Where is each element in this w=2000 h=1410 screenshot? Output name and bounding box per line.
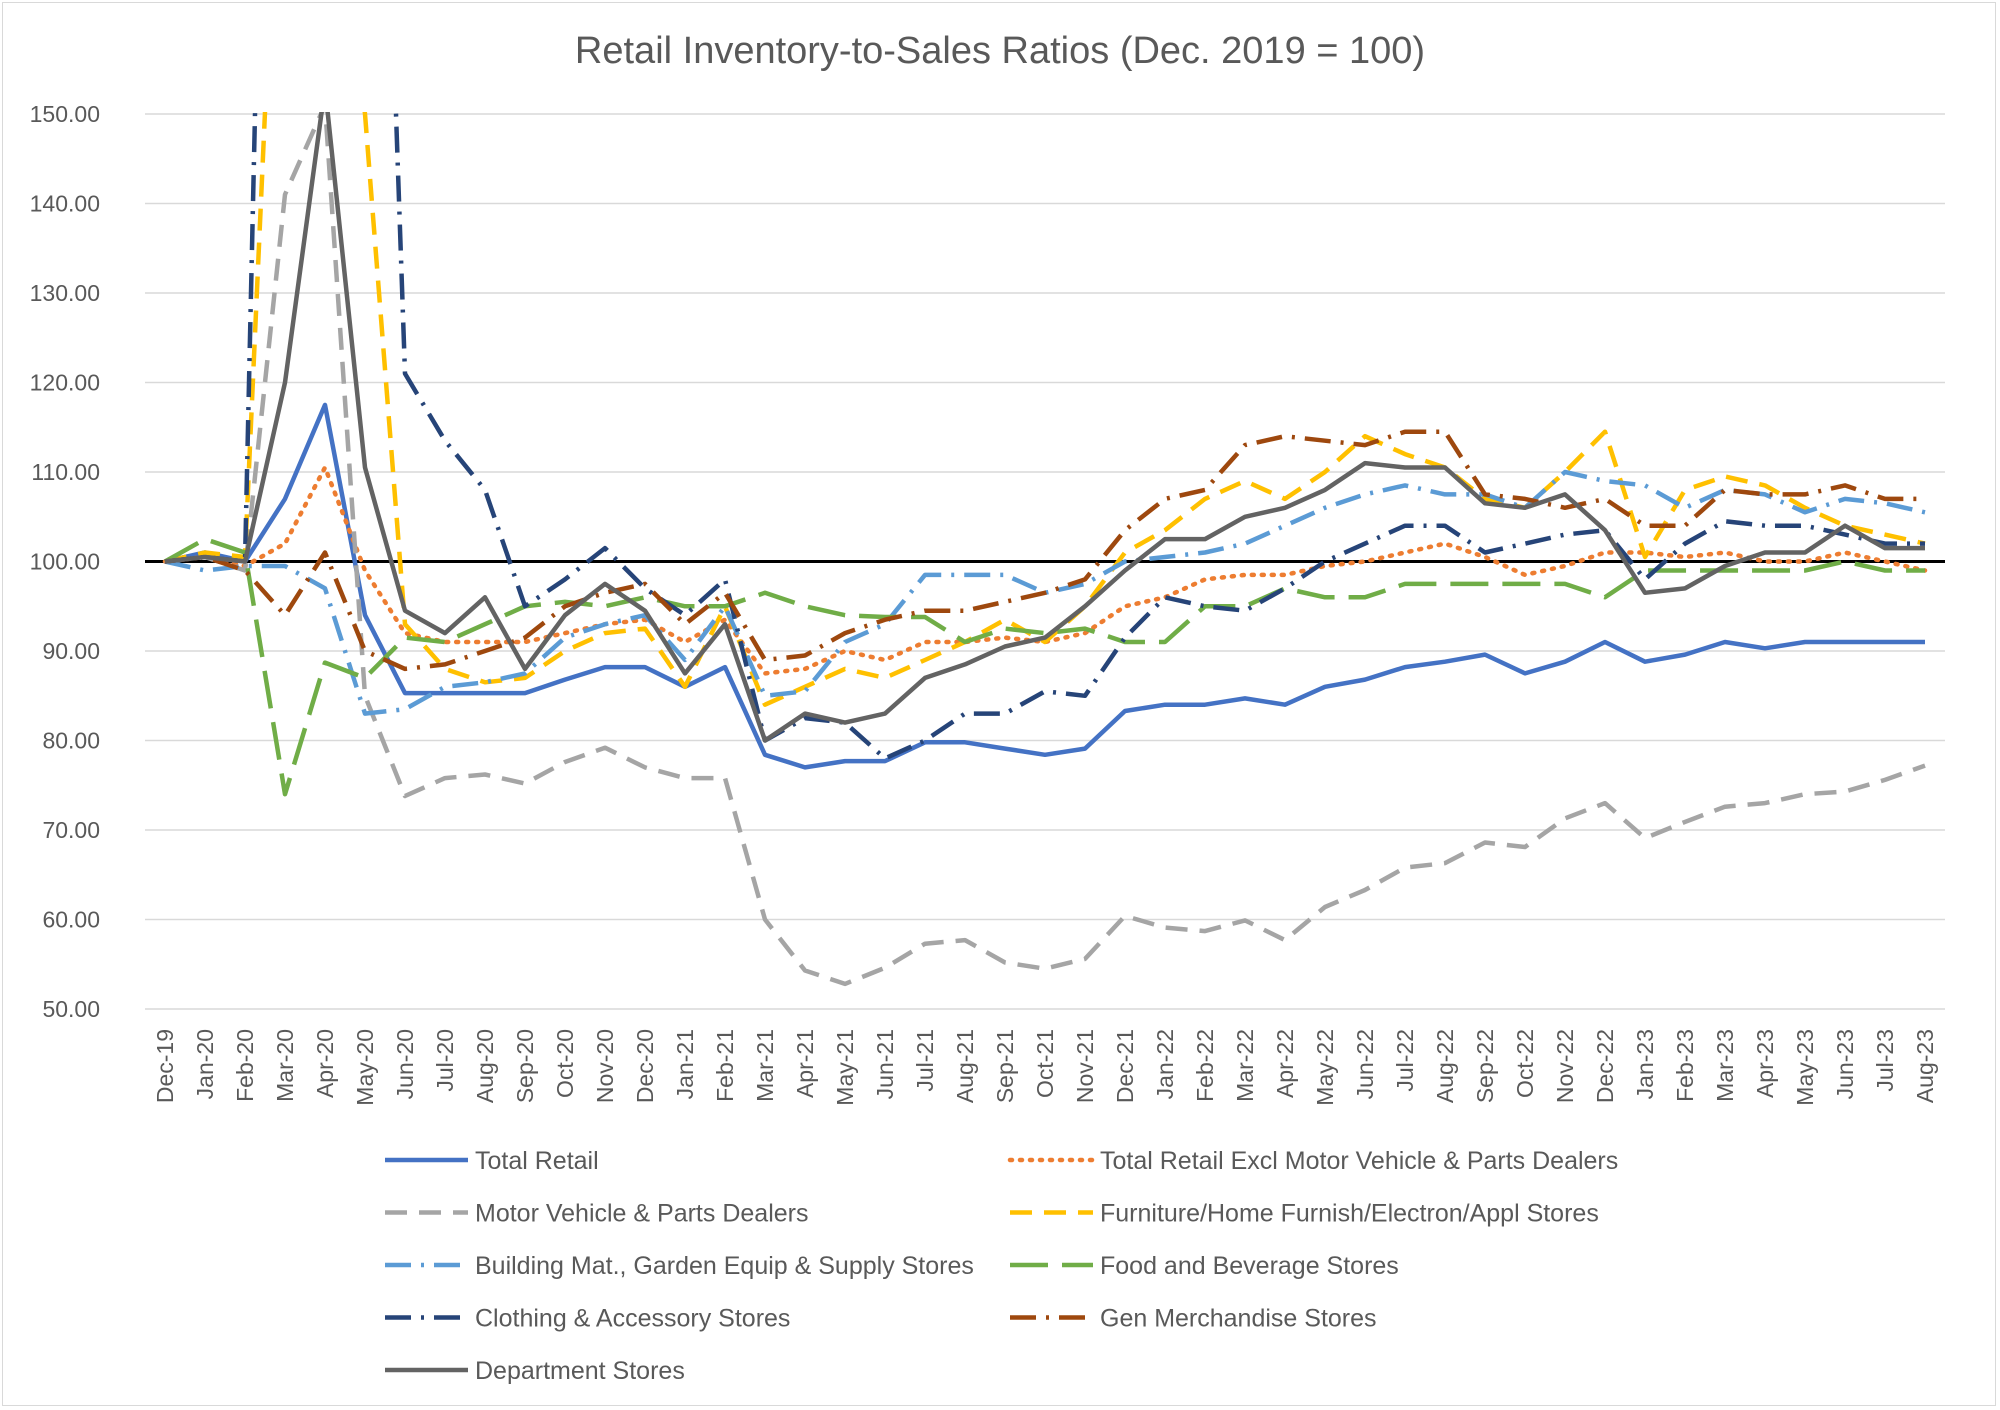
x-tick-label: Mar-22 bbox=[1232, 1029, 1258, 1102]
legend: Total Retail Total Retail Excl Motor Vehi… bbox=[385, 1147, 1618, 1385]
series-line-department-stores bbox=[164, 112, 1925, 743]
y-tick-label: 150.00 bbox=[30, 101, 100, 127]
series-line-motor-vehicle-parts-dealers bbox=[164, 112, 1926, 987]
legend-entry[interactable]: Total Retail Excl Motor Vehicle & Parts … bbox=[1007, 1147, 1618, 1175]
y-tick-label: 60.00 bbox=[42, 907, 100, 933]
legend-entry[interactable]: Total Retail bbox=[385, 1147, 599, 1175]
series-line-total-retail bbox=[164, 402, 1925, 770]
y-tick-label: 50.00 bbox=[42, 996, 100, 1022]
x-tick-label: Apr-21 bbox=[792, 1029, 818, 1098]
x-tick-label: Dec-19 bbox=[152, 1029, 178, 1103]
x-tick-label: Dec-21 bbox=[1112, 1029, 1138, 1103]
legend-label: Clothing & Accessory Stores bbox=[475, 1305, 790, 1333]
x-tick-label: Jul-21 bbox=[912, 1029, 938, 1092]
x-tick-label: Oct-20 bbox=[552, 1029, 578, 1098]
legend-entry[interactable]: Clothing & Accessory Stores bbox=[385, 1305, 790, 1333]
x-tick-label: Jan-22 bbox=[1152, 1029, 1178, 1099]
x-tick-label: Feb-22 bbox=[1192, 1029, 1218, 1102]
x-tick-label: Jun-20 bbox=[392, 1029, 418, 1099]
series-line-clothing-accessory-stores bbox=[164, 112, 1925, 761]
legend-label: Department Stores bbox=[475, 1357, 685, 1385]
x-tick-label: Nov-21 bbox=[1072, 1029, 1098, 1103]
y-tick-label: 110.00 bbox=[31, 459, 100, 485]
gridlines bbox=[145, 113, 1945, 1010]
x-tick-label: Nov-22 bbox=[1552, 1029, 1578, 1103]
x-tick-label: Mar-21 bbox=[752, 1029, 778, 1102]
x-tick-label: Jan-21 bbox=[672, 1029, 698, 1099]
series-line-furniture-home-furnish-electron-appl-stores bbox=[164, 112, 1926, 707]
series-line-building-mat-garden-equip-supply-stores bbox=[164, 469, 1926, 716]
legend-label: Motor Vehicle & Parts Dealers bbox=[475, 1200, 808, 1228]
legend-entry[interactable]: Building Mat., Garden Equip & Supply Sto… bbox=[385, 1252, 974, 1280]
x-tick-label: Nov-20 bbox=[592, 1029, 618, 1103]
legend-label: Gen Merchandise Stores bbox=[1100, 1305, 1377, 1333]
x-tick-label: Sep-21 bbox=[992, 1029, 1018, 1103]
x-tick-label: Jul-20 bbox=[432, 1029, 458, 1092]
x-axis: Dec-19 Jan-20 Feb-20 Mar-20 Apr-20 May-20 Jun-… bbox=[152, 1029, 1938, 1106]
y-tick-label: 70.00 bbox=[42, 817, 100, 843]
x-tick-label: Apr-22 bbox=[1272, 1029, 1298, 1098]
x-tick-label: Aug-20 bbox=[472, 1029, 498, 1103]
legend-label: Furniture/Home Furnish/Electron/Appl Sto… bbox=[1100, 1200, 1599, 1228]
y-tick-label: 80.00 bbox=[42, 728, 100, 754]
x-tick-label: Feb-20 bbox=[232, 1029, 258, 1102]
y-axis: 150.00 140.00 130.00 120.00 110.00 100.00 90.0… bbox=[30, 101, 100, 1022]
series-lines bbox=[162, 112, 1928, 987]
x-tick-label: May-22 bbox=[1312, 1029, 1338, 1106]
x-tick-label: May-23 bbox=[1792, 1029, 1818, 1106]
chart-title: Retail Inventory-to-Sales Ratios (Dec. 2… bbox=[575, 30, 1425, 72]
legend-label: Building Mat., Garden Equip & Supply Sto… bbox=[475, 1252, 974, 1280]
x-tick-label: Mar-20 bbox=[272, 1029, 298, 1102]
y-tick-label: 120.00 bbox=[30, 370, 100, 396]
x-tick-label: Feb-21 bbox=[712, 1029, 738, 1102]
x-tick-label: Oct-21 bbox=[1032, 1029, 1058, 1098]
x-tick-label: Feb-23 bbox=[1672, 1029, 1698, 1102]
x-tick-label: Aug-22 bbox=[1432, 1029, 1458, 1103]
x-tick-label: Aug-23 bbox=[1912, 1029, 1938, 1103]
x-tick-label: Jan-23 bbox=[1632, 1029, 1658, 1099]
x-tick-label: Mar-23 bbox=[1712, 1029, 1738, 1102]
legend-entry[interactable]: Furniture/Home Furnish/Electron/Appl Sto… bbox=[1010, 1200, 1599, 1228]
y-tick-label: 130.00 bbox=[30, 280, 100, 306]
x-tick-label: Oct-22 bbox=[1512, 1029, 1538, 1098]
legend-label: Total Retail bbox=[475, 1147, 599, 1175]
legend-entry[interactable]: Food and Beverage Stores bbox=[1010, 1252, 1399, 1280]
x-tick-label: Sep-22 bbox=[1472, 1029, 1498, 1103]
x-tick-label: Jun-22 bbox=[1352, 1029, 1378, 1099]
x-tick-label: Jul-23 bbox=[1872, 1029, 1898, 1092]
y-tick-label: 90.00 bbox=[42, 638, 100, 664]
y-tick-label: 140.00 bbox=[30, 191, 100, 217]
x-tick-label: Sep-20 bbox=[512, 1029, 538, 1103]
x-tick-label: Aug-21 bbox=[952, 1029, 978, 1103]
y-tick-label: 100.00 bbox=[30, 549, 100, 575]
series-line-food-and-beverage-stores bbox=[163, 536, 1925, 797]
x-tick-label: Dec-22 bbox=[1592, 1029, 1618, 1103]
legend-entry[interactable]: Motor Vehicle & Parts Dealers bbox=[385, 1200, 808, 1228]
x-tick-label: Dec-20 bbox=[632, 1029, 658, 1103]
x-tick-label: Jun-21 bbox=[872, 1029, 898, 1099]
x-tick-label: Jan-20 bbox=[192, 1029, 218, 1099]
legend-entry[interactable]: Department Stores bbox=[385, 1357, 685, 1385]
x-tick-label: May-20 bbox=[352, 1029, 378, 1106]
legend-entry[interactable]: Gen Merchandise Stores bbox=[1010, 1305, 1377, 1333]
legend-label: Food and Beverage Stores bbox=[1100, 1252, 1399, 1280]
x-tick-label: Apr-20 bbox=[312, 1029, 338, 1098]
x-tick-label: Apr-23 bbox=[1752, 1029, 1778, 1098]
x-tick-label: May-21 bbox=[832, 1029, 858, 1106]
series-line-gen-merchandise-stores bbox=[164, 429, 1925, 672]
legend-label: Total Retail Excl Motor Vehicle & Parts … bbox=[1100, 1147, 1618, 1175]
x-tick-label: Jun-23 bbox=[1832, 1029, 1858, 1099]
x-tick-label: Jul-22 bbox=[1392, 1029, 1418, 1092]
